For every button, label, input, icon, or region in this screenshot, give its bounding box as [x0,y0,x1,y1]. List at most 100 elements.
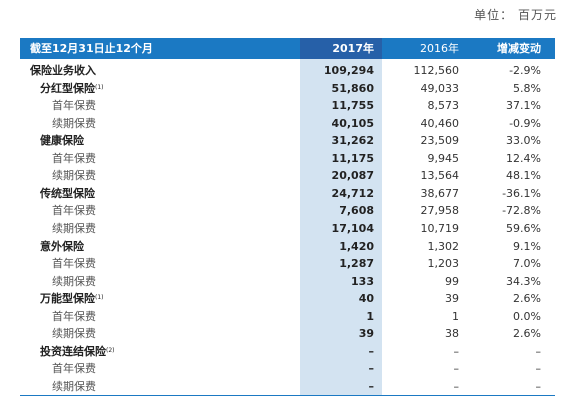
value-2016: 8,573 [427,99,460,113]
value-2016: 1 [452,309,459,323]
value-2017: 1 [366,309,374,323]
value-2016: 49,033 [420,81,460,95]
row-label: 分红型保险(1) [40,80,104,98]
table-row: 续期保费 – – – [20,378,555,396]
table-row: 首年保费 1 1 0.0% [20,308,555,326]
value-change: 0.0% [513,309,541,323]
value-2016: 112,560 [413,64,460,77]
value-2016: 39 [445,292,459,306]
row-label: 续期保费 [52,167,96,185]
row-label-text: 意外保险 [40,239,84,253]
footnote-marker: (1) [95,83,104,91]
row-label: 续期保费 [52,378,96,396]
row-label-text: 投资连结保险 [40,344,106,358]
row-label: 首年保费 [52,150,96,168]
table-row: 续期保费 39 38 2.6% [20,325,555,343]
row-label-text: 首年保费 [52,309,96,323]
row-label-text: 续期保费 [52,327,96,341]
value-2017: 17,104 [331,221,374,235]
row-label: 投资连结保险(2) [40,343,115,361]
value-2017: 39 [358,327,374,341]
value-2016: 99 [445,274,459,288]
value-2016: 38 [445,327,459,341]
value-2017: – [368,362,375,376]
table-row: 意外保险 1,420 1,302 9.1% [20,238,555,256]
value-change: 2.6% [513,292,541,306]
value-2016: 1,302 [427,239,460,253]
value-2017: 1,420 [339,239,374,253]
row-label: 万能型保险(1) [40,290,104,308]
row-label-text: 首年保费 [52,257,96,271]
table-row: 传统型保险 24,712 38,677 -36.1% [20,185,555,203]
table-row: 首年保费 11,755 8,573 37.1% [20,97,555,115]
row-label-text: 首年保费 [52,204,96,218]
header-2017: 2017年 [332,42,374,55]
value-2016: 10,719 [420,221,460,235]
row-label-text: 传统型保险 [40,186,95,200]
row-label-text: 首年保费 [52,362,96,376]
value-change: 9.1% [513,239,541,253]
value-change: 48.1% [506,169,541,183]
value-change: – [535,362,542,376]
row-label: 首年保费 [52,97,96,115]
value-2017: 40,105 [331,116,374,130]
header-change: 增减变动 [497,42,541,55]
value-change: 33.0% [506,134,541,148]
value-2017: 1,287 [339,257,374,271]
row-label-text: 首年保费 [52,151,96,165]
value-change: 2.6% [513,327,541,341]
header-current-year-cell [300,38,382,59]
row-label-text: 万能型保险 [40,292,95,306]
footnote-marker: (1) [95,294,104,302]
row-label: 首年保费 [52,360,96,378]
row-label-text: 续期保费 [52,116,96,130]
value-2016: – [453,344,460,358]
row-label: 续期保费 [52,220,96,238]
value-2017: 31,262 [331,134,374,148]
row-label: 保险业务收入 [30,62,96,80]
row-label-text: 续期保费 [52,169,96,183]
value-change: -0.9% [509,116,541,130]
value-2017: – [368,379,375,393]
table-row: 续期保费 20,087 13,564 48.1% [20,167,555,185]
value-change: 37.1% [506,99,541,113]
header-2016: 2016年 [420,42,459,55]
unit-label: 单位： 百万元 [474,8,557,22]
value-change: 34.3% [506,274,541,288]
value-2016: 13,564 [420,169,460,183]
row-label: 意外保险 [40,238,84,256]
value-2016: 1,203 [427,257,460,271]
row-label: 首年保费 [52,255,96,273]
row-label: 续期保费 [52,273,96,291]
value-2016: 38,677 [420,186,460,200]
row-label-text: 续期保费 [52,379,96,393]
row-label: 健康保险 [40,132,84,150]
table-row: 首年保费 1,287 1,203 7.0% [20,255,555,273]
value-2016: – [453,379,460,393]
table-row: 首年保费 – – – [20,360,555,378]
table-row: 万能型保险(1) 40 39 2.6% [20,290,555,308]
row-label: 首年保费 [52,308,96,326]
table-row: 保险业务收入 109,294 112,560 -2.9% [20,62,555,80]
table-row: 投资连结保险(2) – – – [20,343,555,361]
value-2016: 9,945 [427,151,460,165]
header-period: 截至12月31日止12个月 [30,42,153,55]
footnote-marker: (2) [106,346,115,354]
value-2016: 23,509 [420,134,460,148]
value-2016: – [453,362,460,376]
premium-table: 截至12月31日止12个月 2017年 2016年 增减变动 保险业务收入 109… [20,38,555,396]
value-2017: 20,087 [331,169,374,183]
value-2017: 133 [351,274,374,288]
value-2017: 51,860 [331,81,374,95]
value-2017: 40 [358,292,374,306]
value-change: – [535,344,542,358]
row-label-text: 分红型保险 [40,81,95,95]
row-label: 传统型保险 [40,185,95,203]
table-row: 首年保费 7,608 27,958 -72.8% [20,202,555,220]
value-change: 59.6% [506,221,541,235]
value-change: -36.1% [502,186,541,200]
value-2017: 11,755 [331,99,374,113]
table-row: 续期保费 17,104 10,719 59.6% [20,220,555,238]
row-label-text: 续期保费 [52,221,96,235]
row-label-text: 保险业务收入 [30,64,96,77]
